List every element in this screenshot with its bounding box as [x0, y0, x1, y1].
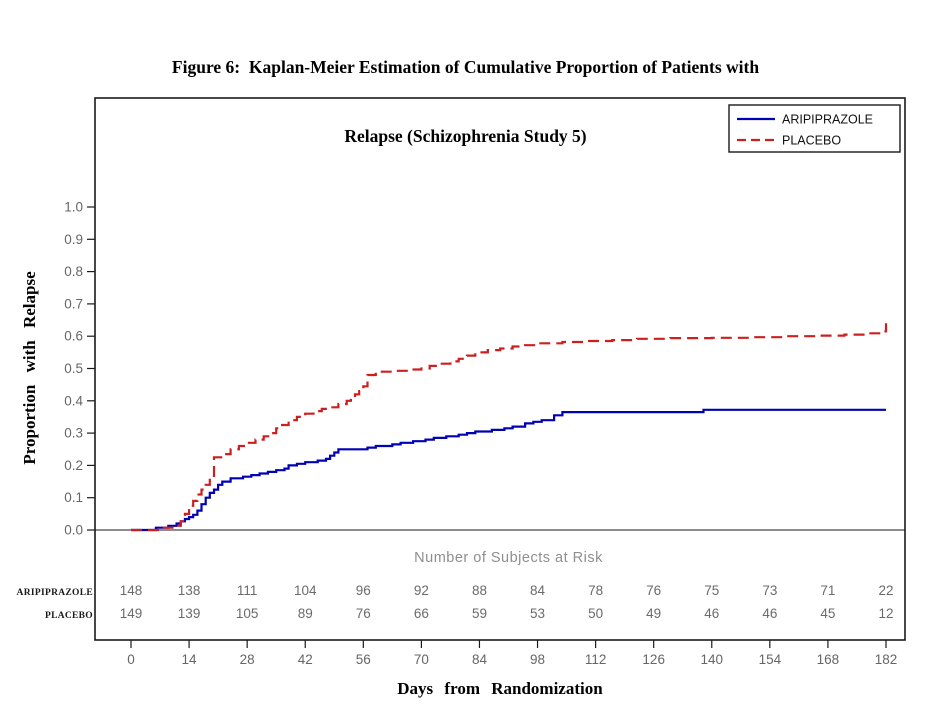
at-risk-count: 88	[472, 583, 487, 598]
at-risk-count: 139	[178, 606, 201, 621]
at-risk-count: 59	[472, 606, 487, 621]
at-risk-count: 84	[530, 583, 546, 598]
x-tick-label: 28	[240, 652, 255, 667]
at-risk-count: 49	[646, 606, 661, 621]
at-risk-count: 78	[588, 583, 603, 598]
x-axis-label: Days from Randomization	[397, 679, 603, 698]
y-tick-label: 0.9	[64, 232, 83, 247]
x-tick-label: 0	[127, 652, 135, 667]
series-line-aripiprazole	[131, 408, 886, 532]
x-tick-label: 56	[356, 652, 371, 667]
at-risk-count: 104	[294, 583, 317, 598]
at-risk-count: 46	[704, 606, 719, 621]
figure-title-line2: Relapse (Schizophrenia Study 5)	[344, 126, 587, 146]
at-risk-count: 75	[704, 583, 719, 598]
x-tick-label: 70	[414, 652, 429, 667]
legend-box	[728, 104, 901, 153]
legend-label-placebo: PLACEBO	[782, 134, 841, 148]
y-tick-label: 0.2	[64, 458, 83, 473]
at-risk-count: 12	[878, 606, 893, 621]
y-tick-label: 0.8	[64, 264, 83, 279]
x-tick-label: 140	[701, 652, 724, 667]
at-risk-count: 66	[414, 606, 429, 621]
x-tick-label: 84	[472, 652, 488, 667]
at-risk-count: 148	[120, 583, 143, 598]
x-tick-label: 154	[759, 652, 782, 667]
at-risk-count: 73	[762, 583, 777, 598]
x-tick-label: 14	[182, 652, 198, 667]
at-risk-count: 138	[178, 583, 201, 598]
at-risk-count: 76	[646, 583, 661, 598]
at-risk-count: 71	[820, 583, 835, 598]
at-risk-count: 149	[120, 606, 143, 621]
figure-title-line1: Figure 6: Kaplan-Meier Estimation of Cum…	[171, 57, 760, 77]
at-risk-count: 76	[356, 606, 371, 621]
y-tick-label: 0.3	[64, 426, 83, 441]
at-risk-count: 111	[237, 583, 258, 598]
at-risk-count: 92	[414, 583, 429, 598]
y-tick-label: 1.0	[64, 200, 83, 215]
y-tick-label: 0.7	[64, 296, 83, 311]
at-risk-row-label-aripiprazole: ARIPIPRAZOLE	[17, 588, 93, 598]
at-risk-title: Number of Subjects at Risk	[414, 550, 603, 566]
at-risk-count: 96	[356, 583, 371, 598]
at-risk-count: 46	[762, 606, 777, 621]
at-risk-count: 105	[236, 606, 259, 621]
y-tick-label: 0.5	[64, 361, 83, 376]
legend-label-aripiprazole: ARIPIPRAZOLE	[782, 113, 873, 127]
at-risk-count: 45	[820, 606, 835, 621]
y-tick-label: 0.6	[64, 329, 83, 344]
x-tick-label: 182	[875, 652, 898, 667]
y-tick-label: 0.1	[64, 490, 83, 505]
x-tick-label: 112	[585, 652, 607, 667]
x-tick-label: 98	[530, 652, 545, 667]
y-tick-label: 0.0	[64, 523, 83, 538]
figure-title: Figure 6: Kaplan-Meier Estimation of Cum…	[0, 10, 931, 194]
at-risk-count: 89	[298, 606, 313, 621]
x-tick-label: 42	[298, 652, 313, 667]
series-line-placebo	[131, 323, 888, 532]
at-risk-count: 22	[878, 583, 893, 598]
at-risk-count: 50	[588, 606, 603, 621]
y-axis-label: Proportion with Relapse	[20, 271, 39, 465]
x-tick-label: 126	[642, 652, 665, 667]
x-tick-label: 168	[817, 652, 840, 667]
at-risk-count: 53	[530, 606, 545, 621]
at-risk-row-label-placebo: PLACEBO	[45, 611, 93, 621]
y-tick-label: 0.4	[64, 393, 83, 408]
